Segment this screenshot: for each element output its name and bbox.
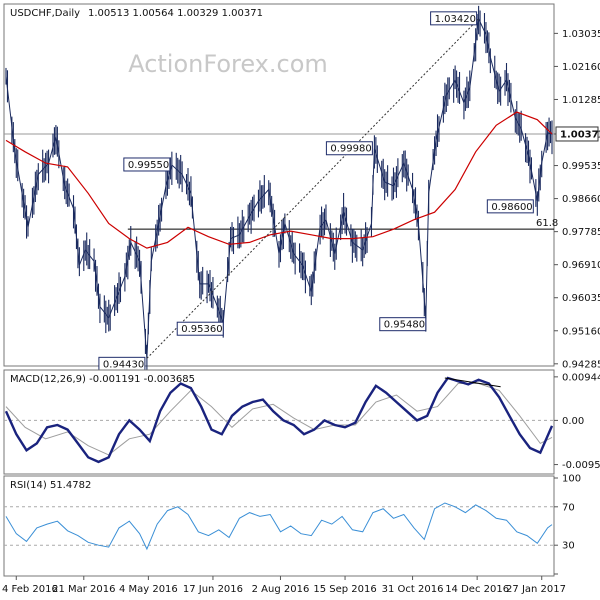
price-y-tick-label: 0.95160 [562,326,600,337]
fib-618-label: 61.8 [536,218,558,229]
price-y-tick-label: 0.97785 [562,227,600,238]
watermark: ActionForex.com [128,50,328,78]
price-y-tick-label: 0.96035 [562,293,600,304]
last-price-label: 1.00371 [560,129,600,140]
x-tick-label: 4 Feb 2016 [2,584,58,595]
annotation-box [430,11,478,26]
annotation-label: 0.98600 [491,202,532,213]
x-tick-label: 14 Dec 2016 [445,584,509,595]
price-y-axis: 1.03035 1.02160 1.01285 1.00371 0.99535 0.986… [554,29,600,370]
macd-title: MACD(12,26,9) -0.001191 -0.003685 [10,374,195,385]
trendline-dotted [146,18,479,359]
rsi-y-tick-label: 70 [562,502,575,513]
rsi-line [5,502,553,551]
price-y-tick-label: 0.98660 [562,194,600,205]
price-annotations: 0.94430 0.99550 0.95360 0.99980 0.95480 1.034… [98,11,534,371]
annotation-label: 0.99550 [128,160,169,171]
price-bars [5,5,553,372]
annotation-box [176,321,224,336]
x-tick-label: 2 Aug 2016 [252,584,310,595]
annotation-label: 0.99980 [330,144,371,155]
last-price-tag: 1.00371 [555,126,600,142]
price-y-tick-label: 1.02160 [562,62,600,73]
macd-y-tick-label: 0.009446 [562,372,600,383]
macd-line [4,376,554,464]
rsi-y-tick-label: 100 [562,474,581,485]
rsi-title: RSI(14) 51.4782 [10,480,91,491]
price-y-tick-label: 1.03035 [562,29,600,40]
x-tick-label: 15 Sep 2016 [313,584,376,595]
x-tick-label: 27 Jan 2017 [506,584,566,595]
price-header-ohlc: 1.00513 1.00564 1.00329 1.00371 [88,8,263,19]
annotation-box [325,141,373,156]
price-y-tick-label: 0.99535 [562,161,600,172]
rsi-gridlines [4,506,554,546]
annotation-box [123,157,171,172]
annotation-label: 0.95360 [181,324,222,335]
x-tick-label: 17 Jun 2016 [183,584,243,595]
macd-panel [3,369,555,475]
annotation-box [379,317,427,332]
annotation-label: 0.94430 [103,359,144,370]
price-panel [3,3,555,367]
x-tick-label: 4 May 2016 [119,584,178,595]
x-tick-label: 31 Oct 2016 [382,584,444,595]
rsi-y-axis: 100 70 30 [554,474,581,575]
macd-y-axis: 0.009446 0.00 -0.009588 [554,372,600,471]
annotation-label: 0.95480 [384,320,425,331]
price-y-tick-label: 0.94285 [562,359,600,370]
rsi-panel [3,475,555,577]
price-y-tick-label: 0.96910 [562,260,600,271]
annotation-box [486,199,534,214]
macd-divergence-line [444,377,501,388]
moving-average-line [5,111,553,249]
rsi-y-tick-label: 30 [562,541,575,552]
macd-y-tick-label: 0.00 [562,416,584,427]
price-y-tick-label: 1.01285 [562,95,600,106]
x-tick-label: 21 Mar 2016 [52,584,115,595]
price-header-symbol: USDCHF,Daily [10,8,80,19]
annotation-label: 1.03420 [435,14,476,25]
macd-y-tick-label: -0.009588 [562,460,600,471]
